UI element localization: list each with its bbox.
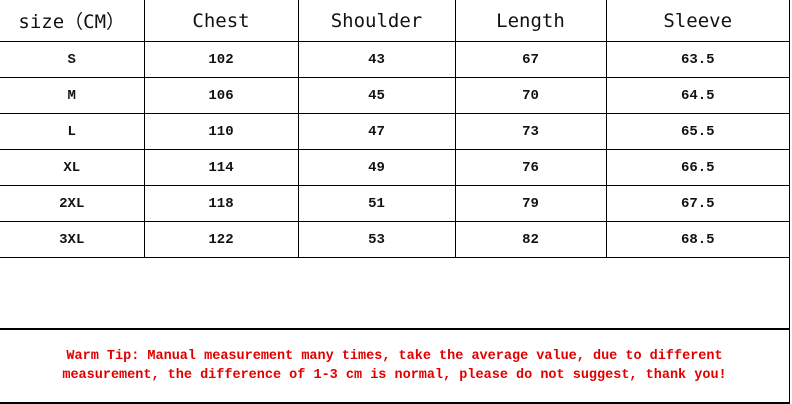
cell-length: 67 bbox=[454, 41, 607, 78]
cell-shoulder: 43 bbox=[297, 41, 456, 78]
cell-chest: 114 bbox=[143, 149, 299, 186]
header-shoulder: Shoulder bbox=[297, 0, 456, 42]
cell-size: 3XL bbox=[0, 221, 145, 258]
cell-sleeve: 65.5 bbox=[605, 113, 790, 150]
table-row: 3XL 122 53 82 68.5 bbox=[0, 221, 790, 258]
header-chest: Chest bbox=[143, 0, 299, 42]
cell-shoulder: 49 bbox=[297, 149, 456, 186]
cell-length: 73 bbox=[454, 113, 607, 150]
cell-size: S bbox=[0, 41, 145, 78]
cell-chest: 106 bbox=[143, 77, 299, 114]
header-size: size（CM） bbox=[0, 0, 145, 42]
table-row: S 102 43 67 63.5 bbox=[0, 41, 790, 78]
cell-size: 2XL bbox=[0, 185, 145, 222]
cell-sleeve: 64.5 bbox=[605, 77, 790, 114]
cell-length: 76 bbox=[454, 149, 607, 186]
header-length: Length bbox=[454, 0, 607, 42]
header-sleeve: Sleeve bbox=[605, 0, 790, 42]
blank-row bbox=[0, 257, 790, 330]
warm-tip-text: Warm Tip: Manual measurement many times,… bbox=[62, 349, 727, 383]
cell-sleeve: 67.5 bbox=[605, 185, 790, 222]
cell-size: L bbox=[0, 113, 145, 150]
cell-shoulder: 45 bbox=[297, 77, 456, 114]
cell-sleeve: 66.5 bbox=[605, 149, 790, 186]
cell-shoulder: 51 bbox=[297, 185, 456, 222]
warm-tip-box: Warm Tip: Manual measurement many times,… bbox=[0, 330, 790, 404]
table-row: 2XL 118 51 79 67.5 bbox=[0, 185, 790, 222]
cell-length: 82 bbox=[454, 221, 607, 258]
cell-shoulder: 53 bbox=[297, 221, 456, 258]
table-header-row: size（CM） Chest Shoulder Length Sleeve bbox=[0, 0, 790, 42]
cell-length: 79 bbox=[454, 185, 607, 222]
cell-length: 70 bbox=[454, 77, 607, 114]
cell-sleeve: 68.5 bbox=[605, 221, 790, 258]
cell-size: XL bbox=[0, 149, 145, 186]
table-row: M 106 45 70 64.5 bbox=[0, 77, 790, 114]
cell-sleeve: 63.5 bbox=[605, 41, 790, 78]
cell-shoulder: 47 bbox=[297, 113, 456, 150]
cell-chest: 122 bbox=[143, 221, 299, 258]
cell-chest: 118 bbox=[143, 185, 299, 222]
table-row: L 110 47 73 65.5 bbox=[0, 113, 790, 150]
cell-chest: 110 bbox=[143, 113, 299, 150]
cell-size: M bbox=[0, 77, 145, 114]
table-row: XL 114 49 76 66.5 bbox=[0, 149, 790, 186]
cell-chest: 102 bbox=[143, 41, 299, 78]
